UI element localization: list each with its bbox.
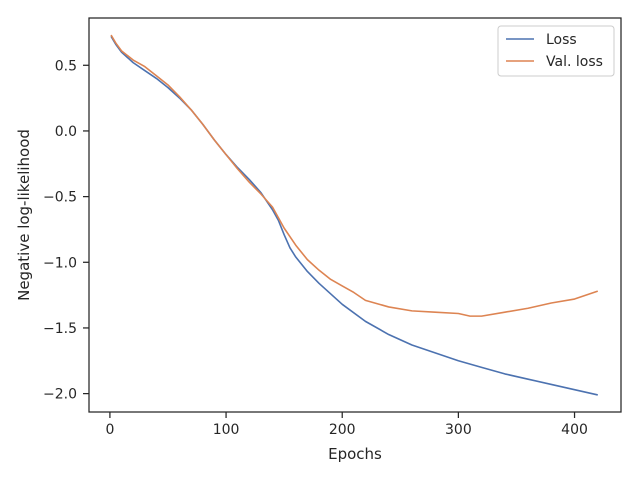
series-line-val-loss: [110, 34, 599, 317]
plot-frame: [88, 17, 622, 413]
x-tick-label: 200: [329, 422, 356, 438]
legend-label-val-loss: Val. loss: [546, 54, 603, 70]
series-layer: [110, 34, 599, 396]
plot-area: [88, 17, 622, 413]
y-axis-label: Negative log-likelihood: [15, 129, 33, 301]
x-tick-label: 0: [105, 422, 114, 438]
y-tick-label: −1.5: [43, 321, 77, 337]
y-axis-ticks: 0.5 0.0 −0.5 −1.0 −1.5 −2.0: [43, 58, 89, 403]
x-tick-label: 100: [213, 422, 240, 438]
x-axis-label: Epochs: [328, 445, 382, 463]
y-tick-label: −1.0: [43, 255, 77, 271]
y-tick-label: 0.0: [55, 124, 77, 140]
legend-label-loss: Loss: [546, 32, 577, 48]
legend: Loss Val. loss: [497, 25, 615, 77]
x-tick-label: 400: [561, 422, 588, 438]
series-line-loss: [110, 35, 598, 396]
y-tick-label: 0.5: [55, 58, 77, 74]
x-axis-ticks: 0 100 200 300 400: [105, 412, 588, 438]
x-tick-label: 300: [445, 422, 472, 438]
y-tick-label: −0.5: [43, 190, 77, 206]
y-tick-label: −2.0: [43, 387, 77, 403]
